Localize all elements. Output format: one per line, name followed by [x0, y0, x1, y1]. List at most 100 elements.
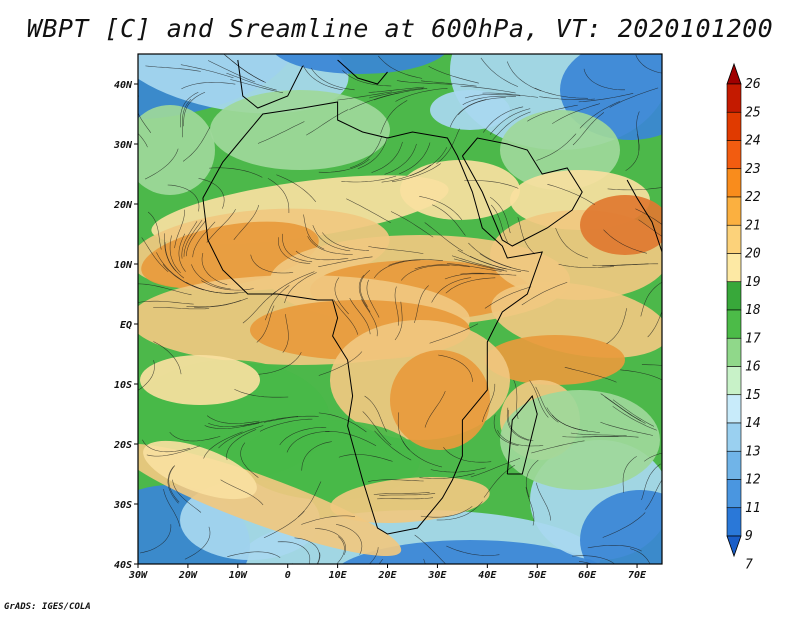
streamline: [258, 352, 302, 375]
streamline: [558, 263, 615, 268]
streamline: [318, 158, 370, 173]
streamline: [174, 209, 185, 249]
streamline: [484, 286, 532, 309]
streamline: [312, 225, 351, 252]
lat-tick-label: 10N: [114, 260, 133, 271]
streamline: [600, 421, 653, 436]
streamline: [464, 94, 521, 99]
streamline: [513, 379, 519, 419]
streamline: [230, 79, 284, 94]
streamline: [243, 416, 299, 426]
colorbar-label: 12: [745, 473, 761, 488]
credit-label: GrADS: IGES/COLA: [4, 602, 91, 612]
colorbar-label: 26: [745, 77, 761, 92]
lon-tick-label: 20W: [178, 570, 198, 581]
field-patch: [330, 477, 490, 523]
streamline: [506, 61, 542, 92]
colorbar-swatch: [726, 450, 742, 480]
streamline: [172, 479, 202, 513]
streamline: [399, 142, 431, 175]
colorbar-label: 14: [745, 416, 761, 431]
streamline: [606, 308, 628, 345]
streamline: [453, 258, 508, 272]
streamline: [535, 386, 559, 423]
streamline: [468, 242, 512, 268]
streamline: [410, 147, 448, 176]
streamline: [220, 479, 264, 506]
streamline: [257, 121, 305, 144]
streamline: [380, 100, 408, 134]
streamline: [207, 60, 256, 83]
streamline: [226, 72, 277, 91]
streamline: [625, 134, 640, 171]
streamline: [390, 211, 434, 238]
streamline: [536, 482, 551, 521]
coastline: [626, 179, 662, 276]
streamline: [346, 198, 391, 223]
streamline: [489, 108, 531, 135]
colorbar-swatch: [726, 253, 742, 283]
temperature-field: [138, 54, 662, 564]
streamline: [138, 360, 155, 391]
streamline: [318, 351, 363, 376]
streamline: [562, 436, 619, 438]
streamline: [314, 528, 346, 555]
streamline: [276, 174, 317, 202]
streamline: [153, 307, 210, 310]
lat-tick-label: 40N: [114, 80, 133, 91]
streamline: [357, 137, 388, 169]
map-title: WBPT [C] and Sreamline at 600hPa, VT: 20…: [26, 14, 774, 43]
colorbar-swatch: [726, 507, 742, 537]
streamline: [349, 92, 400, 110]
streamline: [395, 88, 448, 102]
streamline: [367, 479, 424, 482]
streamline: [183, 219, 203, 257]
streamline: [570, 432, 627, 437]
colorbar-label: 16: [745, 360, 761, 375]
streamline: [201, 280, 254, 291]
coastlines: [202, 59, 662, 535]
streamline: [303, 214, 325, 250]
streamline: [378, 55, 423, 79]
streamline: [227, 551, 281, 558]
streamline: [368, 246, 424, 254]
streamline: [419, 473, 475, 479]
streamline: [438, 354, 473, 382]
streamline: [373, 88, 428, 101]
field-patch: [400, 160, 520, 220]
streamline: [612, 406, 657, 431]
colorbar-swatch: [726, 196, 742, 226]
streamline: [279, 427, 327, 446]
streamline: [470, 458, 521, 478]
streamline: [531, 440, 585, 454]
streamline: [536, 133, 577, 161]
streamline: [414, 534, 447, 564]
streamline: [489, 196, 511, 234]
streamline: [368, 86, 425, 93]
colorbar-label: 20: [745, 247, 761, 262]
lat-tick-label: 10S: [114, 380, 132, 391]
field-patch: [580, 490, 662, 564]
colorbar-swatch: [726, 168, 742, 198]
lon-tick-label: 30W: [128, 570, 148, 581]
streamline: [525, 486, 535, 526]
streamline: [517, 217, 535, 255]
streamline: [146, 445, 200, 457]
map-frame: [137, 53, 663, 565]
colorbar-label: 19: [745, 275, 761, 290]
lon-tick-label: 10W: [229, 570, 248, 581]
coastline: [506, 394, 538, 475]
streamline: [583, 68, 625, 91]
streamline: [480, 57, 519, 87]
lon-tick-label: 60E: [578, 570, 597, 581]
streamline: [162, 264, 204, 291]
streamline: [391, 163, 441, 183]
streamline: [164, 233, 177, 272]
streamline: [147, 211, 162, 250]
field-patch: [140, 355, 260, 405]
streamline: [436, 128, 460, 165]
streamline: [572, 112, 605, 146]
colorbar-swatch: [726, 281, 742, 311]
streamline: [185, 281, 239, 294]
streamline: [263, 415, 319, 423]
